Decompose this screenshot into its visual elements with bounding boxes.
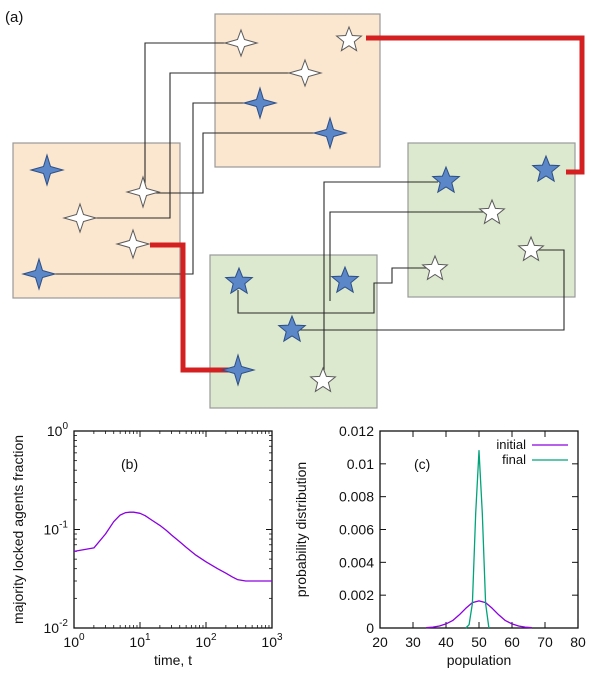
x-tick-label: 101	[129, 632, 151, 650]
agent-star-icon	[330, 265, 360, 294]
y-tick-label: 0	[366, 620, 374, 636]
agent-sparkle-icon	[115, 228, 151, 260]
x-tick-label: 70	[537, 634, 553, 650]
agent-star-icon	[277, 314, 307, 343]
connection-line	[237, 267, 432, 314]
y-tick-label: 0.008	[339, 489, 374, 505]
strong-connection-line	[150, 242, 231, 373]
panel-label: (b)	[121, 456, 138, 472]
chart-c: 20 30 40 50 60 70 80 0 0.002 0.004 0.006 0.008 0.01 0…	[293, 423, 586, 668]
agent-star-icon	[421, 254, 449, 281]
x-tick-label: 100	[63, 632, 85, 650]
panel-a-label: (a)	[5, 9, 23, 26]
network-diagram: (a)	[5, 9, 585, 409]
x-tick-label: 102	[195, 632, 217, 650]
y-axis-label: majority locked agents fraction	[10, 435, 26, 624]
x-tick-label: 20	[372, 634, 388, 650]
agent-sparkle-icon	[125, 175, 161, 209]
x-tick-exponent: 1	[145, 632, 151, 643]
agent-star-icon	[335, 25, 363, 52]
y-tick-exponent: 0	[62, 421, 68, 432]
agent-sparkle-icon	[29, 153, 65, 187]
agent-star-icon	[431, 165, 461, 194]
agent-sparkle-icon	[287, 58, 323, 88]
y-tick-label: 100	[47, 421, 69, 439]
y-tick-exponent: -2	[59, 618, 68, 629]
legend-entry-label: initial	[496, 437, 526, 452]
panel-label: (c)	[414, 456, 430, 472]
agent-sparkle-icon	[220, 353, 256, 387]
x-tick-exponent: 0	[79, 632, 85, 643]
y-tick-label: 0.01	[347, 456, 374, 472]
connection-line	[323, 181, 438, 373]
connections	[45, 42, 565, 373]
x-tick-label: 80	[570, 634, 586, 650]
strong-connection-line	[366, 35, 585, 175]
connection-line	[45, 102, 260, 275]
y-axis-label: probability distribution	[293, 462, 309, 597]
plot-frame	[73, 430, 273, 629]
agent-star-icon	[531, 154, 561, 183]
y-tick-label: 0.012	[339, 423, 374, 439]
connection-line	[144, 42, 241, 187]
agent-star-icon	[517, 235, 545, 262]
agent-sparkle-icon	[62, 202, 98, 234]
connection-line	[155, 132, 330, 194]
x-tick-label: 103	[261, 632, 283, 650]
connection-line	[329, 211, 492, 301]
x-tick-label: 50	[471, 634, 487, 650]
series-line-initial	[426, 600, 532, 629]
agent-star-icon	[224, 266, 254, 295]
y-tick-label: 0.002	[339, 587, 374, 603]
x-axis-label: time, t	[154, 652, 192, 668]
strong-connections	[150, 35, 585, 373]
legend-entry-label: final	[502, 452, 526, 467]
y-tick-label: 0.004	[339, 554, 374, 570]
x-tick-label: 30	[405, 634, 421, 650]
agent-sparkle-icon	[21, 257, 57, 291]
agent-sparkle-icon	[242, 86, 278, 120]
agent-sparkle-icon	[223, 28, 259, 58]
agent-sparkle-icon	[312, 116, 348, 150]
series-line-0	[73, 511, 272, 582]
y-tick-exponent: -1	[59, 520, 68, 531]
y-tick-label: 0.006	[339, 522, 374, 538]
x-axis-label: population	[447, 652, 512, 668]
x-tick-label: 40	[438, 634, 454, 650]
x-tick-exponent: 2	[211, 632, 217, 643]
series-line-final	[465, 450, 490, 629]
agent-star-icon	[478, 198, 506, 225]
agent-star-icon	[309, 366, 337, 393]
x-tick-label: 60	[504, 634, 520, 650]
x-tick-exponent: 3	[277, 632, 283, 643]
connection-line	[300, 249, 565, 331]
chart-b: 100 101 102 103 1 0 -2 10-1 100 time, t majority l…	[10, 421, 283, 668]
y-tick-label: 10-1	[44, 520, 69, 538]
connection-line	[82, 72, 305, 219]
